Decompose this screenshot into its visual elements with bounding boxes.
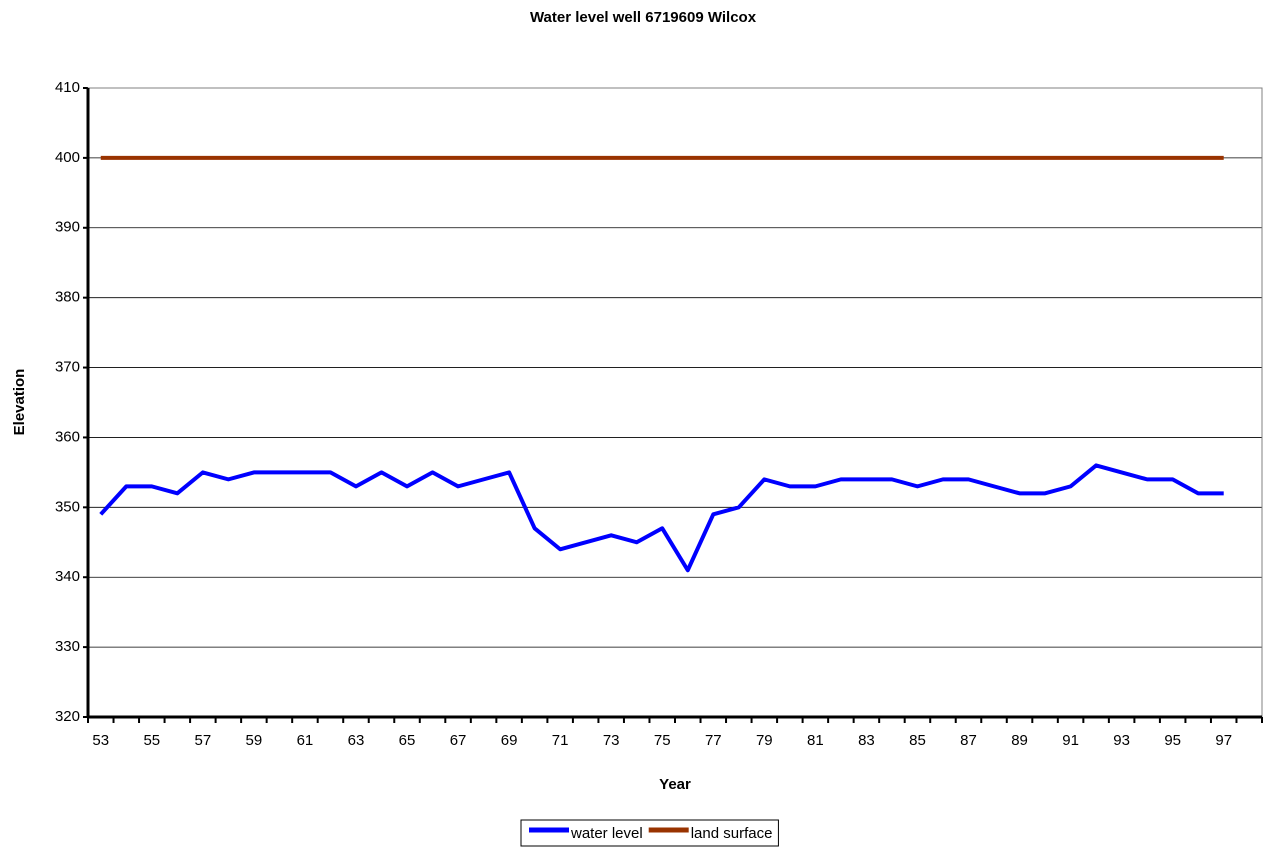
y-tick-label: 330 <box>55 638 80 655</box>
x-tick-label: 93 <box>1113 732 1130 749</box>
x-tick-label: 79 <box>756 732 773 749</box>
x-tick-label: 57 <box>195 732 212 749</box>
x-tick-label: 91 <box>1062 732 1079 749</box>
series-line <box>99 463 1224 573</box>
x-tick-label: 71 <box>552 732 569 749</box>
x-tick-label: 83 <box>858 732 875 749</box>
y-tick-label: 320 <box>55 708 80 725</box>
x-tick-label: 67 <box>450 732 467 749</box>
y-tick-label: 370 <box>55 359 80 376</box>
x-axis-title: Year <box>659 776 691 793</box>
x-tick-label: 85 <box>909 732 926 749</box>
x-tick-label: 81 <box>807 732 824 749</box>
x-tick-label: 69 <box>501 732 518 749</box>
y-tick-label: 380 <box>55 289 80 306</box>
y-tick-label: 340 <box>55 568 80 585</box>
x-tick-label: 65 <box>399 732 416 749</box>
x-tick-label: 89 <box>1011 732 1028 749</box>
y-tick-label: 360 <box>55 428 80 445</box>
x-tick-label: 87 <box>960 732 977 749</box>
legend-label: land surface <box>691 825 773 842</box>
x-tick-label: 73 <box>603 732 620 749</box>
x-tick-label: 59 <box>246 732 263 749</box>
y-tick-label: 390 <box>55 219 80 236</box>
plot-border <box>87 87 1263 718</box>
legend-label: water level <box>570 825 643 842</box>
x-tick-label: 77 <box>705 732 722 749</box>
x-tick-label: 63 <box>348 732 365 749</box>
y-tick-label: 410 <box>55 79 80 96</box>
x-tick-label: 95 <box>1164 732 1181 749</box>
y-tick-label: 350 <box>55 498 80 515</box>
y-axis-title: Elevation <box>11 369 28 436</box>
chart-title: Water level well 6719609 Wilcox <box>530 9 757 26</box>
y-tick-label: 400 <box>55 149 80 166</box>
x-tick-label: 75 <box>654 732 671 749</box>
x-tick-label: 55 <box>143 732 160 749</box>
x-tick-label: 61 <box>297 732 314 749</box>
legend-box <box>520 819 779 847</box>
x-tick-label: 53 <box>92 732 109 749</box>
x-tick-label: 97 <box>1215 732 1232 749</box>
